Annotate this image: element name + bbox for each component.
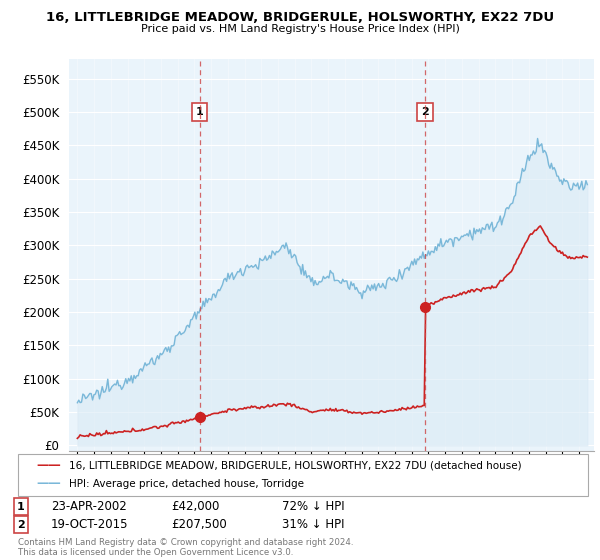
- Text: £207,500: £207,500: [171, 518, 227, 531]
- Text: 16, LITTLEBRIDGE MEADOW, BRIDGERULE, HOLSWORTHY, EX22 7DU: 16, LITTLEBRIDGE MEADOW, BRIDGERULE, HOL…: [46, 11, 554, 24]
- Text: 31% ↓ HPI: 31% ↓ HPI: [282, 518, 344, 531]
- Text: HPI: Average price, detached house, Torridge: HPI: Average price, detached house, Torr…: [69, 479, 304, 489]
- Text: 1: 1: [196, 107, 203, 117]
- Text: 2: 2: [17, 520, 25, 530]
- Text: 16, LITTLEBRIDGE MEADOW, BRIDGERULE, HOLSWORTHY, EX22 7DU (detached house): 16, LITTLEBRIDGE MEADOW, BRIDGERULE, HOL…: [69, 460, 521, 470]
- Text: 19-OCT-2015: 19-OCT-2015: [51, 518, 128, 531]
- Text: 72% ↓ HPI: 72% ↓ HPI: [282, 500, 344, 514]
- Text: 1: 1: [17, 502, 25, 512]
- Text: £42,000: £42,000: [171, 500, 220, 514]
- Text: 2: 2: [421, 107, 429, 117]
- Text: ——: ——: [36, 459, 61, 472]
- Text: 23-APR-2002: 23-APR-2002: [51, 500, 127, 514]
- Text: ——: ——: [36, 477, 61, 491]
- Text: Price paid vs. HM Land Registry's House Price Index (HPI): Price paid vs. HM Land Registry's House …: [140, 24, 460, 34]
- Text: Contains HM Land Registry data © Crown copyright and database right 2024.
This d: Contains HM Land Registry data © Crown c…: [18, 538, 353, 557]
